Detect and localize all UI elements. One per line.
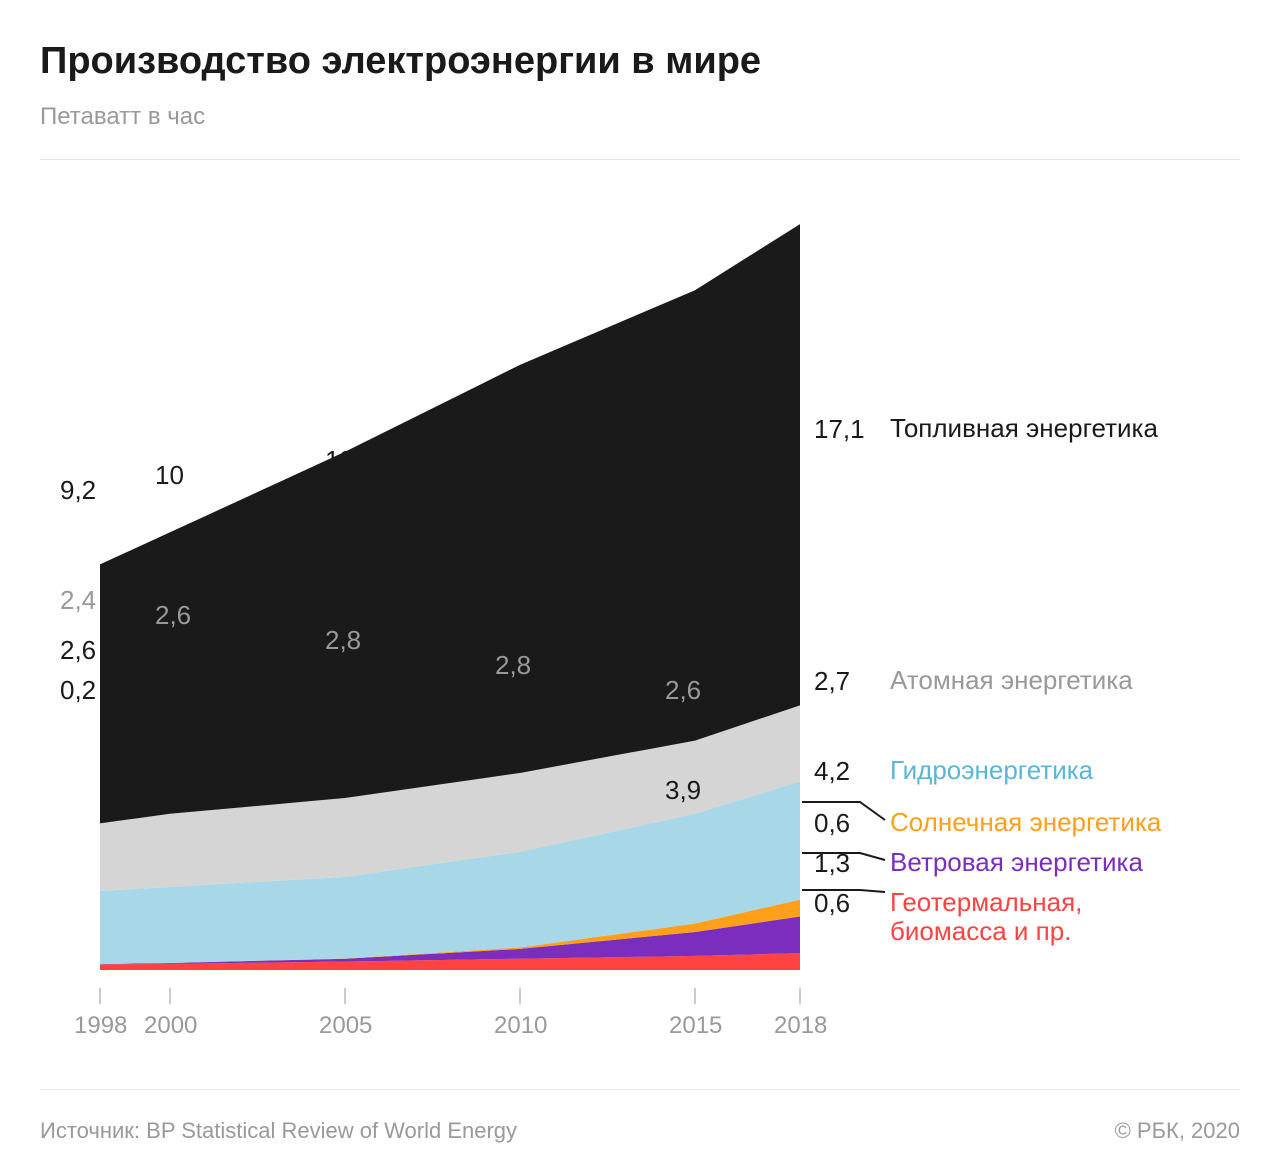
chart-title: Производство электроэнергии в мире xyxy=(40,40,1240,83)
end-value-label: 0,6 xyxy=(814,808,850,839)
end-value-label: 17,1 xyxy=(814,414,865,445)
legend-label: Ветровая энергетика xyxy=(890,848,1143,877)
x-axis-label: 2015 xyxy=(669,1012,722,1040)
value-label: 16 xyxy=(665,425,694,456)
value-label: 9,2 xyxy=(60,475,96,506)
value-label: 3,9 xyxy=(665,775,701,806)
value-label: 2,8 xyxy=(495,650,531,681)
legend-label: Атомная энергетика xyxy=(890,666,1133,695)
value-label: 0,2 xyxy=(60,675,96,706)
value-label: 2,6 xyxy=(155,600,191,631)
legend-label: Геотермальная,биомасса и пр. xyxy=(890,888,1082,945)
end-value-label: 0,6 xyxy=(814,888,850,919)
chart-subtitle: Петаватт в час xyxy=(40,103,1240,131)
value-label: 2,6 xyxy=(665,675,701,706)
divider-top xyxy=(40,159,1240,160)
chart-footer: Источник: BP Statistical Review of World… xyxy=(40,1089,1240,1144)
legend-label: Топливная энергетика xyxy=(890,414,1158,443)
value-label: 10 xyxy=(155,460,184,491)
end-value-label: 4,2 xyxy=(814,756,850,787)
x-axis-label: 2010 xyxy=(494,1012,547,1040)
value-label: 2,4 xyxy=(60,585,96,616)
x-axis-label: 2018 xyxy=(774,1012,827,1040)
area-5 xyxy=(100,224,800,823)
legend-label: Гидроэнергетика xyxy=(890,756,1093,785)
x-axis-label: 2000 xyxy=(144,1012,197,1040)
copyright-label: © РБК, 2020 xyxy=(1115,1118,1240,1144)
chart-container: Производство электроэнергии в мире Петав… xyxy=(0,0,1280,1174)
x-axis-label: 1998 xyxy=(74,1012,127,1040)
value-label: 2,7 xyxy=(155,655,191,686)
x-axis-label: 2005 xyxy=(319,1012,372,1040)
end-value-label: 2,7 xyxy=(814,666,850,697)
end-value-label: 1,3 xyxy=(814,848,850,879)
value-label: 2,6 xyxy=(60,635,96,666)
value-label: 2,8 xyxy=(325,625,361,656)
source-label: Источник: BP Statistical Review of World… xyxy=(40,1118,517,1144)
chart-area: 1998 2000 2005 2010 2015 2018 9,2 10 12,3 14,5 16 2… xyxy=(40,170,1240,1050)
value-label: 3,4 xyxy=(495,735,531,766)
value-label: 12,3 xyxy=(325,445,376,476)
legend-label: Солнечная энергетика xyxy=(890,808,1161,837)
value-label: 2,9 xyxy=(325,695,361,726)
value-label: 14,5 xyxy=(495,435,546,466)
